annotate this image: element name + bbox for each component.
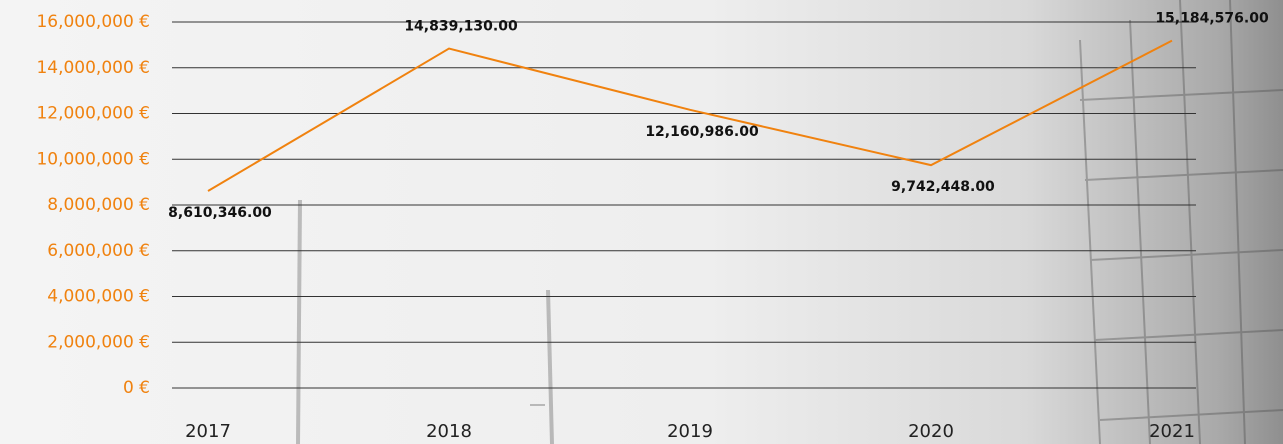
x-tick-label: 2021	[1149, 421, 1195, 442]
x-tick-label: 2020	[908, 421, 954, 442]
y-tick-label: 10,000,000 €	[36, 149, 150, 169]
y-tick-label: 2,000,000 €	[47, 332, 150, 352]
y-tick-label: 8,000,000 €	[47, 195, 150, 215]
x-tick-label: 2017	[185, 421, 231, 442]
data-label: 8,610,346.00	[168, 205, 272, 221]
x-tick-label: 2018	[426, 421, 472, 442]
y-tick-label: 16,000,000 €	[36, 12, 150, 32]
y-tick-label: 4,000,000 €	[47, 287, 150, 307]
y-tick-label: 12,000,000 €	[36, 104, 150, 124]
y-tick-label: 0 €	[123, 378, 150, 398]
x-tick-label: 2019	[667, 421, 713, 442]
background-photo	[296, 0, 1283, 444]
data-label: 14,839,130.00	[404, 19, 518, 35]
data-label: 15,184,576.00	[1155, 11, 1269, 27]
y-tick-label: 6,000,000 €	[47, 241, 150, 261]
data-label: 9,742,448.00	[891, 179, 995, 195]
data-label: 12,160,986.00	[645, 124, 759, 140]
y-tick-label: 14,000,000 €	[36, 58, 150, 78]
line	[207, 39, 1173, 192]
